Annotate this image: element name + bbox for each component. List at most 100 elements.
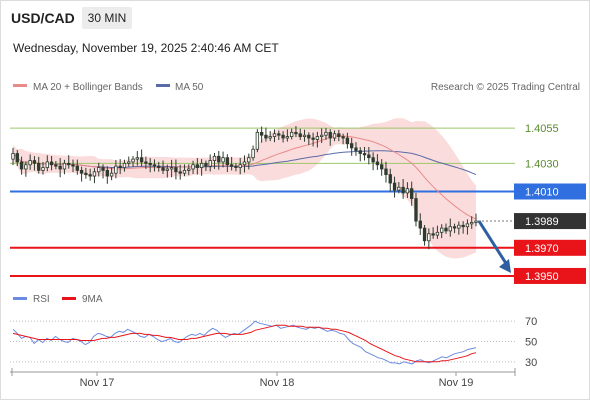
candle-body [174, 167, 178, 173]
candle-body [62, 162, 67, 170]
level-label-1.4030: 1.4030 [525, 158, 559, 170]
candle-body [431, 233, 435, 236]
candle-body [84, 172, 88, 176]
candle-body [358, 150, 362, 154]
datetime-label: Wednesday, November 19, 2025 2:40:46 AM … [13, 41, 279, 55]
candle-body [114, 165, 118, 174]
level-label-1.3989: 1.3989 [525, 216, 559, 228]
ma50-legend-label: MA 50 [175, 82, 204, 93]
candle-body [45, 161, 49, 168]
candle-body [101, 167, 105, 171]
candle-body [127, 161, 131, 164]
x-tick-label-1: Nov 18 [260, 377, 295, 389]
candle-body [118, 165, 122, 168]
rsi-tick-label-30: 30 [525, 357, 537, 369]
candle-body [58, 165, 62, 170]
candle-body [298, 133, 302, 138]
candle-body [139, 157, 144, 163]
candle-body [225, 157, 230, 166]
candle-body [452, 226, 457, 229]
candle-body [311, 137, 315, 140]
x-tick-label-0: Nov 17 [80, 377, 115, 389]
candle-body [384, 168, 388, 176]
candle-body [24, 164, 28, 170]
candle-body [11, 153, 15, 160]
candle-body [178, 171, 182, 174]
candle-body [131, 158, 135, 163]
candle-body [418, 220, 422, 229]
pair-title: USD/CAD [11, 10, 75, 26]
candle-body [75, 165, 79, 171]
candle-body [328, 131, 332, 139]
rsi-plot: 70 50 30 [10, 316, 537, 369]
candle-body [79, 169, 84, 174]
candle-body [105, 169, 109, 177]
candle-body [448, 226, 452, 232]
candle-body [144, 161, 148, 164]
candle-body [457, 224, 461, 229]
candle-body [19, 161, 24, 170]
candle-body [422, 227, 427, 242]
ma20-legend-swatch [13, 84, 27, 87]
rsi-legend-swatch [13, 297, 27, 300]
ma50-legend-swatch [156, 84, 170, 87]
candle-body [234, 165, 238, 168]
candle-body [212, 155, 217, 161]
candle-body [259, 131, 264, 136]
bollinger-band [13, 118, 476, 259]
candle-body [242, 161, 247, 166]
candle-body [465, 223, 470, 228]
candle-body [289, 131, 294, 137]
candle-body [474, 220, 478, 223]
candle-body [332, 133, 337, 139]
rsi-ma-legend-label: 9MA [82, 294, 103, 305]
rsi-legend: RSI 9MA [13, 294, 103, 305]
level-label-1.3970: 1.3970 [525, 243, 559, 255]
candle-body [281, 134, 285, 139]
candle-body [272, 133, 277, 138]
candle-body [350, 143, 354, 149]
candle-body [255, 131, 260, 150]
candle-body [392, 182, 397, 191]
candle-body [71, 164, 75, 167]
rsi-line [12, 320, 477, 365]
candle-body [88, 174, 92, 177]
candle-body [195, 164, 200, 168]
timeframe-button[interactable]: 30 MIN [82, 7, 132, 29]
level-label-1.4055: 1.4055 [525, 123, 559, 135]
level-badge-1.3950 [514, 267, 586, 284]
rsi-legend-label: RSI [33, 294, 50, 305]
candle-body [97, 167, 101, 173]
candle-body [388, 174, 392, 184]
candle-body [92, 171, 97, 177]
candle-body [362, 153, 367, 156]
candle-body [199, 162, 204, 168]
candle-body [285, 136, 290, 139]
candle-body [157, 165, 161, 168]
candle-body [294, 131, 298, 135]
level-label-1.3950: 1.3950 [525, 271, 559, 283]
candle-body [324, 131, 328, 136]
candle-body [401, 186, 405, 194]
rsi-tick-label-50: 50 [525, 337, 537, 349]
candle-body [122, 162, 127, 168]
candle-body [414, 198, 418, 222]
candle-body [37, 162, 41, 171]
credit-label: Research © 2025 Trading Central [431, 82, 580, 93]
candle-body [41, 167, 45, 171]
candle-body [367, 154, 371, 159]
candle-body [380, 164, 384, 170]
candle-body [337, 133, 341, 138]
x-tick-label-2: Nov 19 [439, 377, 474, 389]
x-axis: Nov 17 Nov 18 Nov 19 [10, 368, 516, 389]
candle-body [208, 160, 212, 167]
ma20-legend-label: MA 20 + Bollinger Bands [33, 82, 143, 93]
candle-body [152, 164, 157, 167]
candle-body [405, 188, 410, 194]
candle-body [341, 136, 345, 139]
candle-body [204, 162, 208, 167]
candle-body [277, 133, 281, 136]
candle-body [302, 134, 307, 137]
candle-body [268, 136, 272, 139]
